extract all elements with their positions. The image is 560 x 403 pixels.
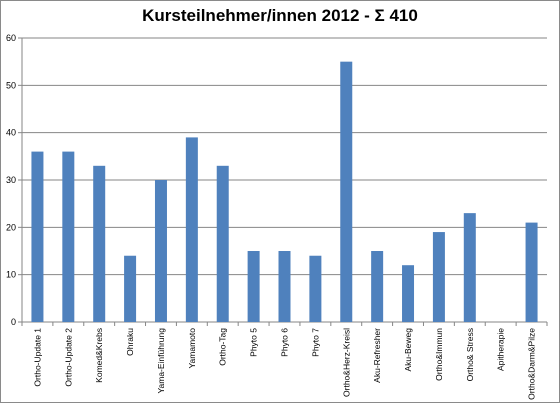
x-category-label: Ortho& Stress — [465, 328, 475, 381]
bar — [62, 151, 75, 322]
bar — [124, 255, 137, 322]
x-category-label: Aku-Beweg — [403, 328, 413, 372]
bar — [463, 213, 476, 322]
y-tick-label: 60 — [6, 33, 16, 43]
bar — [525, 222, 538, 322]
x-category-label: Apitherapie — [496, 328, 506, 371]
x-category-label: Ortho-Tag — [218, 328, 228, 366]
bar — [31, 151, 44, 322]
x-category-label: Ortho&Darm&Pilze — [527, 328, 537, 400]
bar — [402, 265, 415, 322]
bar — [278, 251, 291, 322]
chart-title: Kursteilnehmer/innen 2012 - Σ 410 — [142, 6, 418, 25]
x-category-label: Komed&Krebs — [94, 328, 104, 383]
x-category-label: Ortho&Herz-Kreisl — [341, 328, 351, 397]
bar — [247, 251, 260, 322]
x-category-label: Phyto 6 — [280, 328, 290, 357]
y-tick-label: 40 — [6, 128, 16, 138]
x-category-label: Phyto 5 — [249, 328, 259, 357]
x-category-label: Aku-Refresher — [372, 328, 382, 383]
y-tick-label: 30 — [6, 175, 16, 185]
y-tick-label: 20 — [6, 222, 16, 232]
bar — [93, 165, 106, 322]
x-category-label: Ortho&Immun — [434, 328, 444, 381]
bar — [432, 232, 445, 322]
y-tick-label: 10 — [6, 270, 16, 280]
bar — [185, 137, 198, 322]
x-category-label: Yamamoto — [187, 328, 197, 369]
x-category-label: Ohraku — [125, 328, 135, 356]
x-category-label: Yama-Einführung — [156, 328, 166, 394]
x-category-label: Ortho-Update 2 — [63, 328, 73, 387]
bar — [371, 251, 384, 322]
x-category-label: Ortho-Update 1 — [32, 328, 42, 387]
y-tick-label: 50 — [6, 80, 16, 90]
x-category-label: Phyto 7 — [310, 328, 320, 357]
bar — [340, 61, 353, 323]
bar — [309, 255, 322, 322]
bar — [216, 165, 229, 322]
bar — [154, 180, 167, 322]
y-tick-label: 0 — [11, 317, 16, 327]
